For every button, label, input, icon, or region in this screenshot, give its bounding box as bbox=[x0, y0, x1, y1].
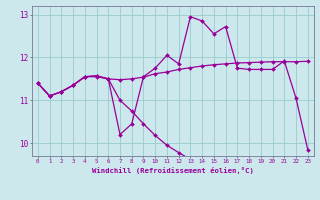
X-axis label: Windchill (Refroidissement éolien,°C): Windchill (Refroidissement éolien,°C) bbox=[92, 167, 254, 174]
